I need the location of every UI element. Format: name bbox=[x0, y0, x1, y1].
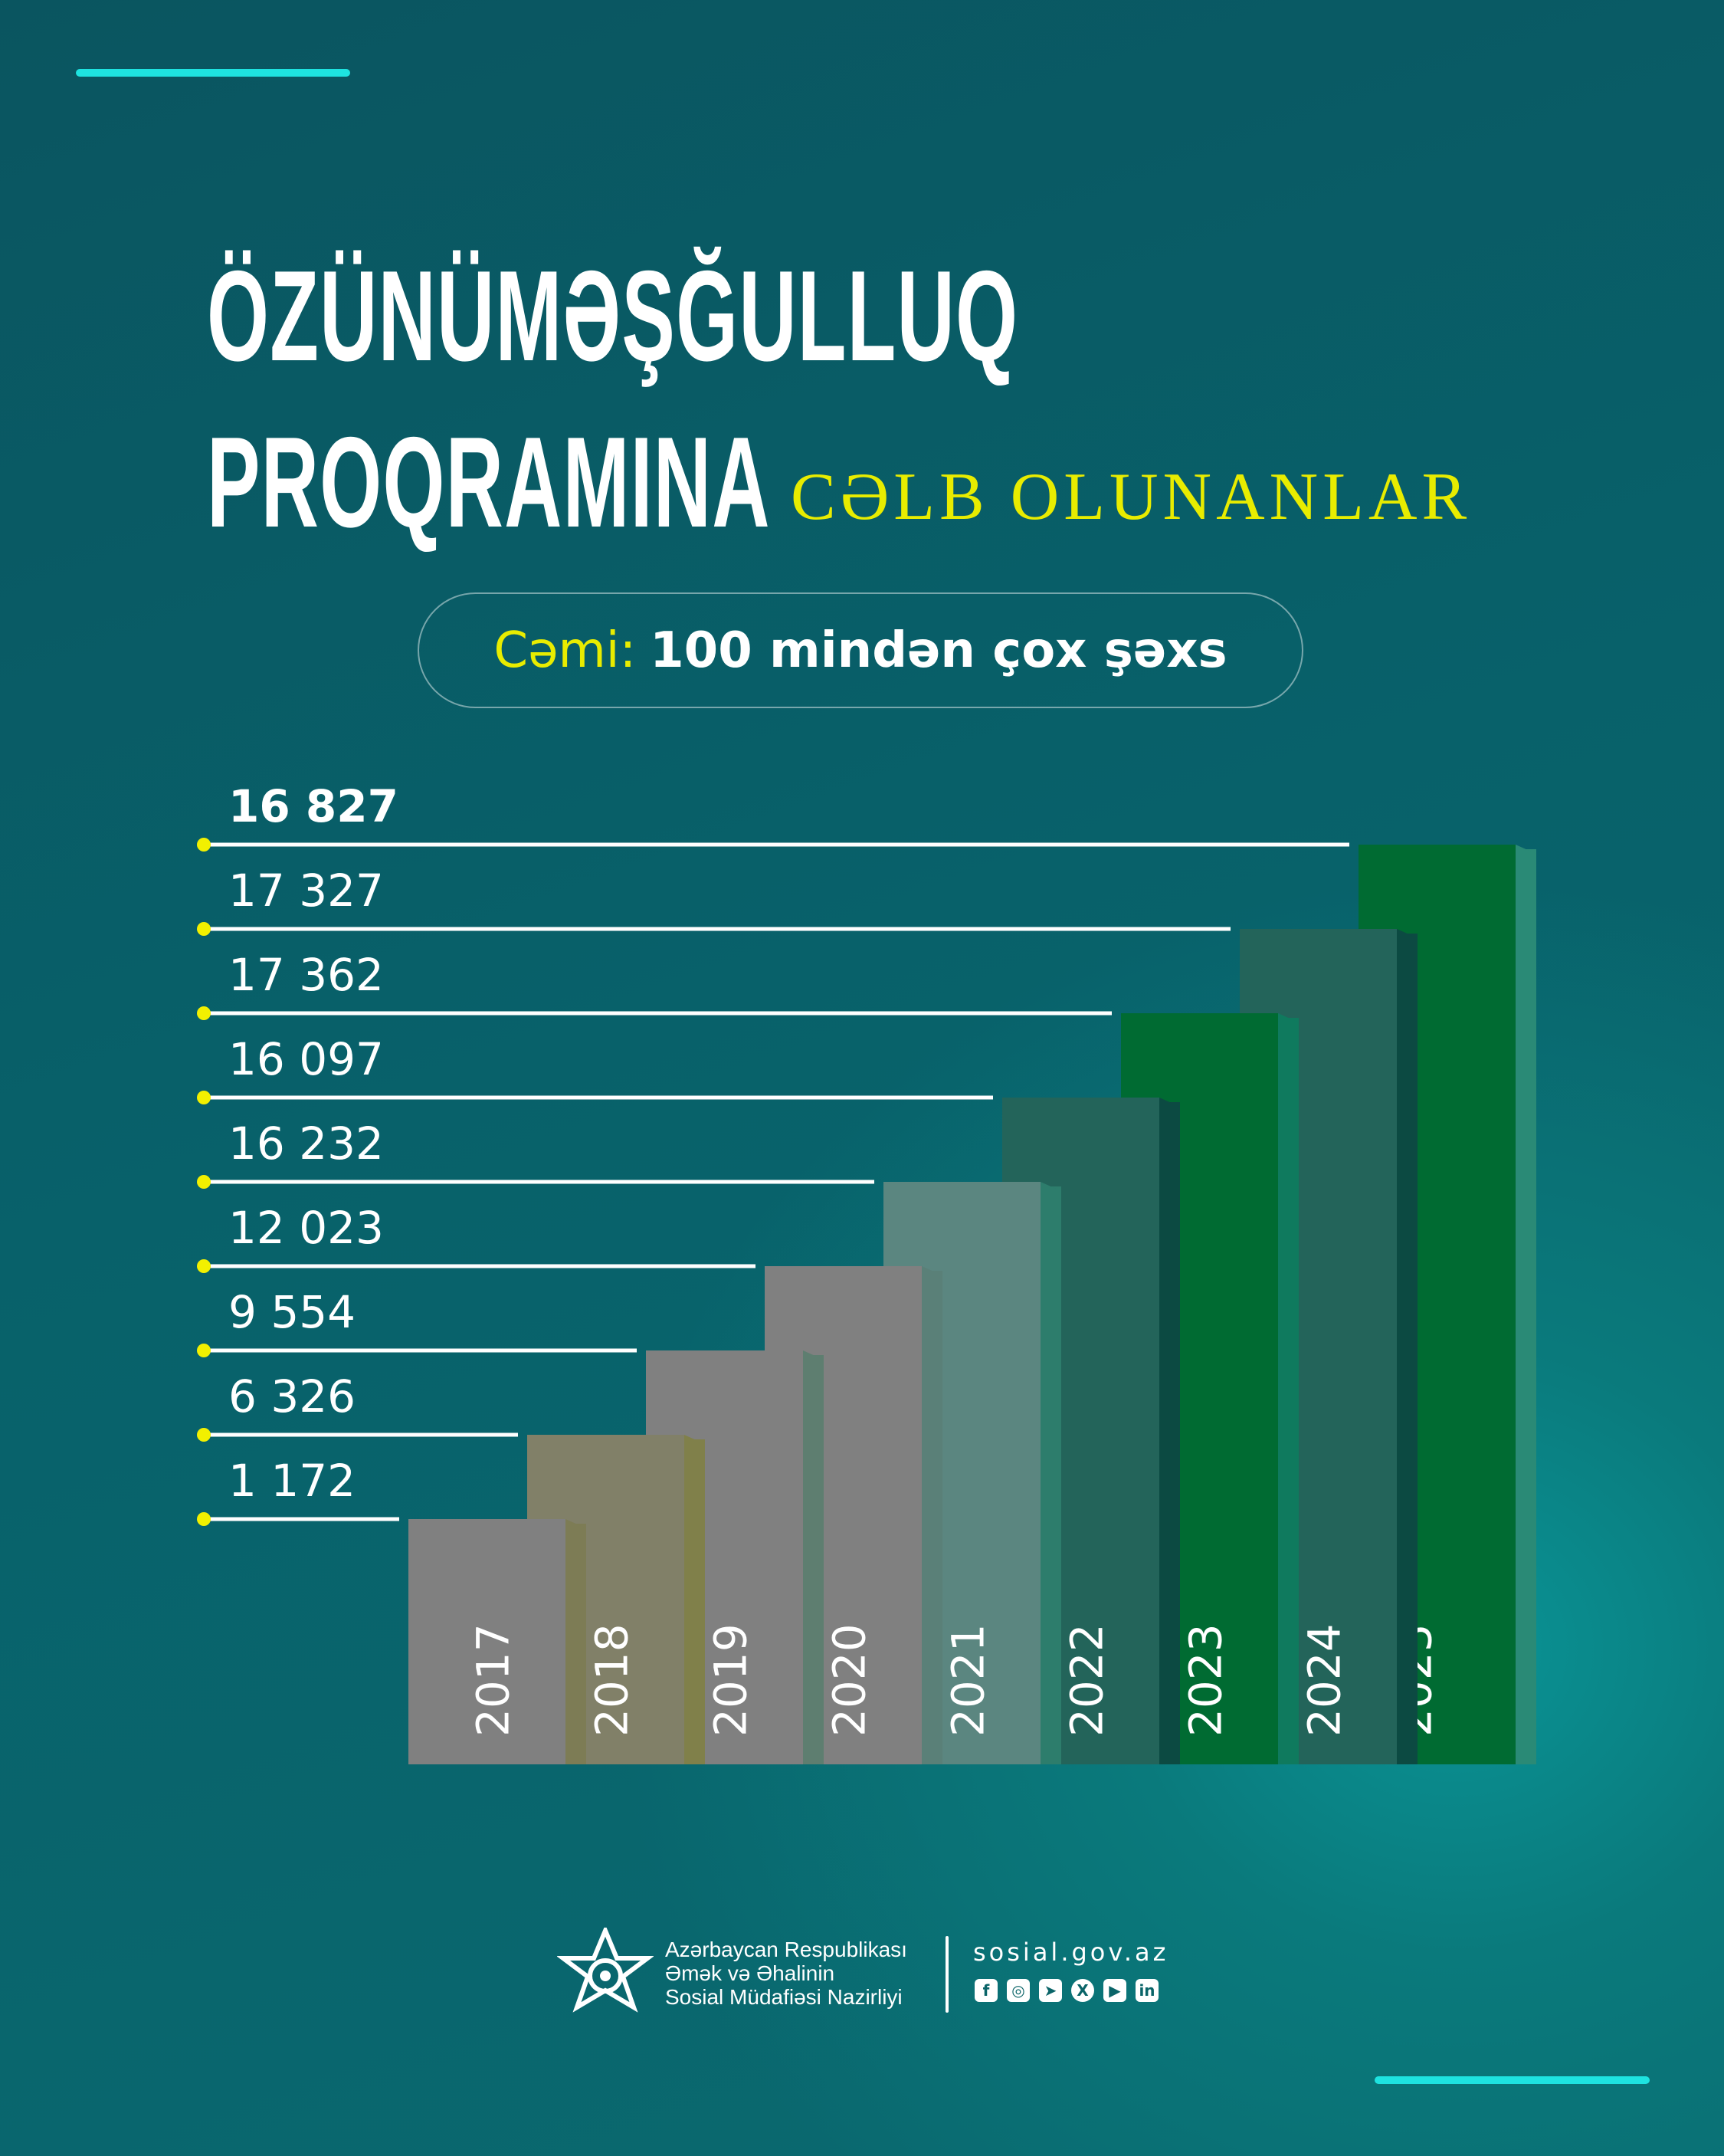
bar-side-2022 bbox=[1159, 1102, 1180, 1764]
year-label-2017: 2017 bbox=[467, 1623, 519, 1737]
bar-top-edge bbox=[1397, 929, 1418, 944]
value-label-2025: 16 827 bbox=[228, 780, 398, 832]
linkedin-icon[interactable]: in bbox=[1136, 1979, 1159, 2002]
bottom-accent-line bbox=[1375, 2076, 1650, 2084]
ministry-name-line-2: Əmək və Əhalinin bbox=[665, 1961, 835, 1985]
top-accent-line bbox=[76, 69, 350, 77]
bar-chart: 2025202420232022202120202019201820171 17… bbox=[197, 780, 1536, 1764]
marker-dot-2023 bbox=[197, 1006, 211, 1020]
value-label-2018: 6 326 bbox=[228, 1370, 356, 1423]
value-label-2023: 17 362 bbox=[228, 949, 384, 1001]
ministry-name-line-3: Sosial Müdafiəsi Nazirliyi bbox=[665, 1985, 903, 2009]
bar-side-2025 bbox=[1516, 849, 1536, 1764]
bar-group-2017: 2017 bbox=[408, 1519, 586, 1764]
value-label-2024: 17 327 bbox=[228, 865, 384, 917]
year-label-2021: 2021 bbox=[942, 1623, 995, 1737]
marker-dot-2022 bbox=[197, 1091, 211, 1104]
bar-top-edge bbox=[684, 1435, 705, 1450]
year-label-2020: 2020 bbox=[824, 1623, 876, 1737]
total-value: 100 mindən çox şəxs bbox=[650, 622, 1227, 679]
bar-top-edge bbox=[1278, 1013, 1299, 1029]
ministry-name: Azərbaycan Respublikası Əmək və Əhalinin… bbox=[665, 1938, 907, 2009]
value-label-2019: 9 554 bbox=[228, 1286, 356, 1338]
instagram-icon[interactable]: ◎ bbox=[1007, 1979, 1030, 2002]
bar-side-2018 bbox=[684, 1439, 705, 1764]
value-label-2020: 12 023 bbox=[228, 1202, 384, 1254]
footer-divider bbox=[946, 1936, 949, 2013]
marker-dot-2017 bbox=[197, 1512, 211, 1526]
value-label-2021: 16 232 bbox=[228, 1117, 384, 1170]
bar-top-edge bbox=[1159, 1098, 1180, 1113]
marker-dot-2025 bbox=[197, 838, 211, 852]
marker-dot-2021 bbox=[197, 1175, 211, 1189]
marker-dot-2020 bbox=[197, 1259, 211, 1273]
marker-dot-2018 bbox=[197, 1428, 211, 1442]
website-link[interactable]: sosial.gov.az bbox=[973, 1938, 1169, 1967]
year-label-2019: 2019 bbox=[705, 1623, 757, 1737]
title-line-1: ÖZÜNÜMƏŞĞULLUQ bbox=[207, 244, 1019, 388]
total-badge: Cəmi: 100 mindən çox şəxs bbox=[418, 592, 1303, 708]
ministry-name-line-1: Azərbaycan Respublikası bbox=[665, 1938, 907, 1961]
bar-top-edge bbox=[922, 1266, 942, 1281]
bar-top-edge bbox=[1516, 845, 1536, 860]
bar-side-2023 bbox=[1278, 1018, 1299, 1764]
bar-top-edge bbox=[803, 1350, 824, 1366]
ministry-logo bbox=[557, 1928, 654, 2013]
marker-dot-2024 bbox=[197, 922, 211, 936]
x-icon[interactable]: X bbox=[1071, 1979, 1094, 2002]
year-label-2022: 2022 bbox=[1061, 1623, 1113, 1737]
bar-top-edge bbox=[1041, 1182, 1061, 1197]
year-label-2023: 2023 bbox=[1180, 1623, 1232, 1737]
title-line-2: PROQRAMINA bbox=[207, 410, 771, 554]
year-label-2018: 2018 bbox=[586, 1623, 638, 1737]
year-label-2024: 2024 bbox=[1299, 1623, 1351, 1737]
marker-dot-2019 bbox=[197, 1344, 211, 1357]
bar-side-2021 bbox=[1041, 1186, 1061, 1764]
youtube-icon[interactable]: ▶ bbox=[1103, 1979, 1126, 2002]
total-label: Cəmi: bbox=[493, 622, 637, 679]
bar-2017 bbox=[408, 1519, 565, 1764]
social-links: f ◎ ➤ X ▶ in bbox=[975, 1979, 1159, 2002]
bar-side-2019 bbox=[803, 1355, 824, 1764]
bar-side-2017 bbox=[565, 1524, 586, 1764]
telegram-icon[interactable]: ➤ bbox=[1039, 1979, 1062, 2002]
subtitle: CƏLB OLUNANLAR bbox=[791, 460, 1472, 534]
bar-side-2020 bbox=[922, 1271, 942, 1764]
bar-side-2024 bbox=[1397, 934, 1418, 1764]
bar-top-edge bbox=[565, 1519, 586, 1534]
value-label-2022: 16 097 bbox=[228, 1033, 384, 1085]
value-label-2017: 1 172 bbox=[228, 1455, 356, 1507]
facebook-icon[interactable]: f bbox=[975, 1979, 998, 2002]
